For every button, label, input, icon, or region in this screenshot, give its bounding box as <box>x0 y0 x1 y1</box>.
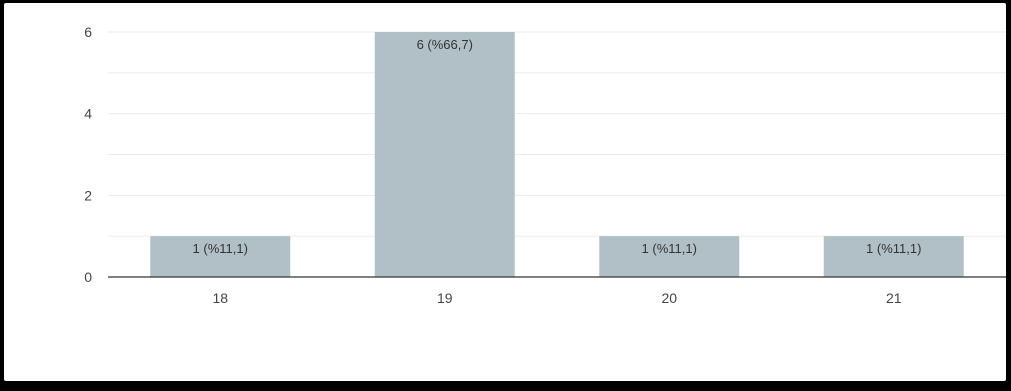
bar-19 <box>374 32 515 277</box>
y-tick-label: 0 <box>84 269 92 285</box>
bars <box>150 32 964 277</box>
bar-21 <box>823 236 964 277</box>
y-tick-label: 4 <box>84 106 92 122</box>
y-tick-label: 6 <box>84 24 92 40</box>
gridlines <box>108 31 1006 237</box>
x-tick-label: 19 <box>437 290 453 306</box>
bar-data-label: 6 (%66,7) <box>417 37 473 52</box>
y-tick-label: 2 <box>84 187 92 203</box>
x-tick-label: 18 <box>212 290 228 306</box>
bar-18 <box>150 236 291 277</box>
bar-data-label: 1 (%11,1) <box>642 241 697 256</box>
chart-panel: 0 2 4 6 1 (%11,1) 18 6 (%66,7) 19 1 (%11,1) 20 1 (… <box>4 3 1006 381</box>
labels: 0 2 4 6 1 (%11,1) 18 6 (%66,7) 19 1 (%11,1) 20 1 (… <box>84 24 921 306</box>
bar-chart: 0 2 4 6 1 (%11,1) 18 6 (%66,7) 19 1 (%11,1) 20 1 (… <box>84 24 1006 306</box>
bar-data-label: 1 (%11,1) <box>193 241 248 256</box>
x-tick-label: 20 <box>661 290 677 306</box>
x-tick-label: 21 <box>886 290 902 306</box>
bar-data-label: 1 (%11,1) <box>866 241 921 256</box>
bar-20 <box>599 236 740 277</box>
